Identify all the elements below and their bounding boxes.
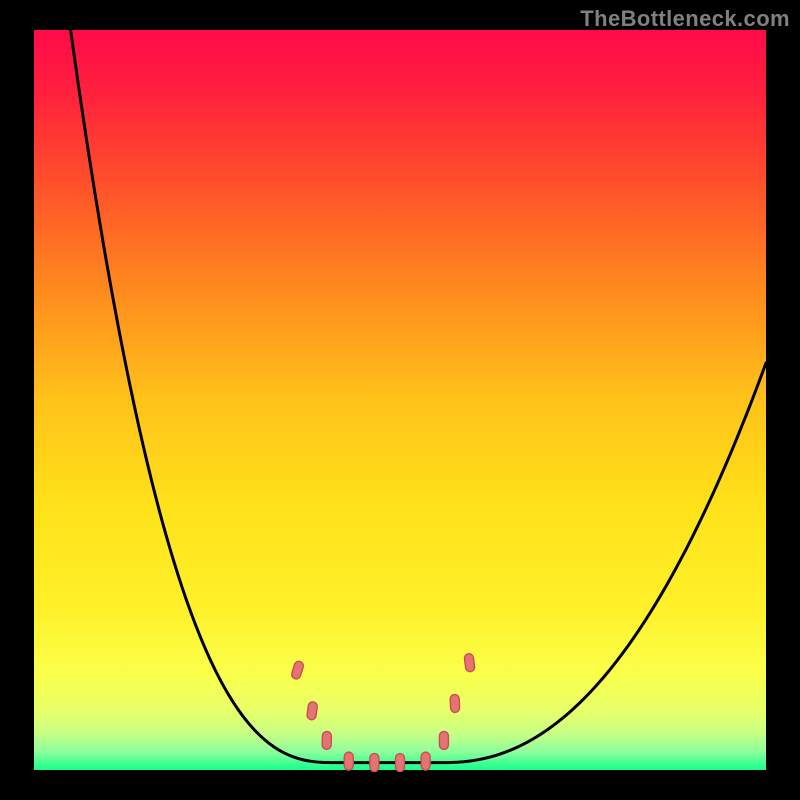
- marker: [396, 754, 405, 772]
- marker: [370, 754, 379, 772]
- marker: [344, 752, 353, 770]
- marker: [421, 752, 430, 770]
- marker: [464, 653, 475, 672]
- marker: [450, 694, 460, 712]
- plot-bg-rect: [34, 30, 766, 770]
- chart-stage: TheBottleneck.com: [0, 0, 800, 800]
- marker: [306, 701, 317, 720]
- plot-svg: [0, 0, 800, 800]
- marker: [439, 731, 448, 749]
- watermark-text: TheBottleneck.com: [580, 6, 790, 32]
- marker: [322, 731, 331, 749]
